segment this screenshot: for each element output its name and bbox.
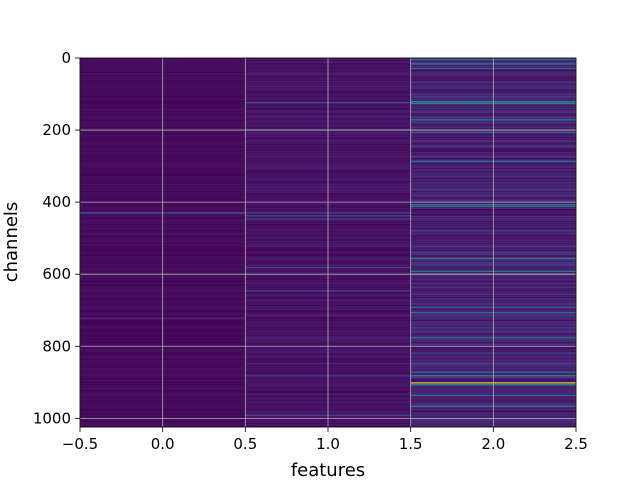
y-tick-label: 0 [61,49,71,67]
y-tick-label: 200 [42,121,71,139]
x-tick-label: 0.0 [151,435,175,453]
x-tick-label: 2.0 [481,435,505,453]
x-tick-label: −0.5 [62,435,98,453]
x-tick-label: 1.0 [316,435,340,453]
x-tick-label: 2.5 [564,435,588,453]
x-tick-label: 0.5 [233,435,257,453]
x-tick-label: 1.5 [399,435,423,453]
y-tick-label: 800 [42,337,71,355]
x-axis-ticks: −0.5 0.0 0.5 1.0 1.5 2.0 2.5 [62,427,588,453]
y-axis-ticks: 0 200 400 600 800 1000 [33,49,80,427]
x-axis-label: features [291,460,365,480]
y-tick-label: 600 [42,265,71,283]
y-axis-label: channels [1,202,22,283]
y-tick-label: 400 [42,193,71,211]
y-tick-label: 1000 [33,409,71,427]
